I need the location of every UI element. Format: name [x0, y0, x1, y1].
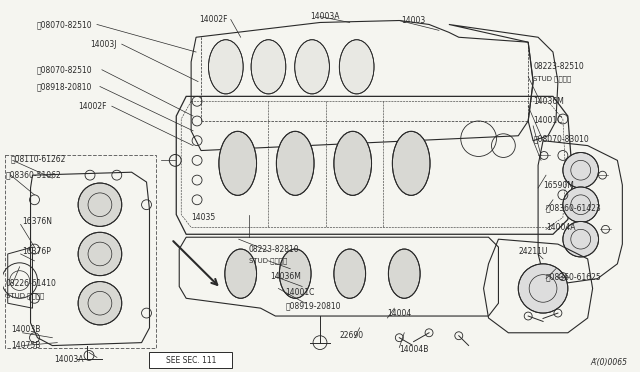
Text: 16590M: 16590M — [543, 180, 574, 189]
Ellipse shape — [279, 249, 311, 298]
Text: 14036M: 14036M — [271, 272, 301, 281]
Text: Ⓚ08360-61423: Ⓚ08360-61423 — [546, 203, 602, 212]
Text: Ⓚ08360-61625: Ⓚ08360-61625 — [546, 272, 602, 281]
Text: 14035: 14035 — [191, 213, 216, 222]
Text: Ⓚ08360-51062: Ⓚ08360-51062 — [6, 171, 61, 180]
Text: 24211U: 24211U — [518, 247, 548, 256]
Text: 08223-82810: 08223-82810 — [248, 244, 300, 254]
Circle shape — [78, 282, 122, 325]
Text: 14002F: 14002F — [199, 15, 228, 24]
Text: STUD スタッド: STUD スタッド — [6, 292, 44, 299]
Text: Ⓑ08110-61262: Ⓑ08110-61262 — [11, 154, 66, 163]
Text: Ⓑ08070-82510: Ⓑ08070-82510 — [36, 65, 92, 74]
Text: 14003A: 14003A — [54, 355, 84, 364]
Ellipse shape — [339, 40, 374, 94]
Circle shape — [563, 153, 598, 188]
FancyBboxPatch shape — [148, 353, 232, 368]
Circle shape — [78, 232, 122, 276]
Circle shape — [563, 221, 598, 257]
Ellipse shape — [251, 40, 286, 94]
Text: 16376P: 16376P — [22, 247, 51, 256]
Text: 14075B: 14075B — [11, 341, 40, 350]
Ellipse shape — [219, 131, 257, 195]
Text: STUD スタッド: STUD スタッド — [248, 257, 287, 264]
Text: Ⓑ08070-82510: Ⓑ08070-82510 — [36, 20, 92, 29]
Text: 14003: 14003 — [401, 16, 426, 25]
Circle shape — [563, 187, 598, 222]
Text: 14003A: 14003A — [310, 12, 340, 21]
Text: STUD スタッド: STUD スタッド — [533, 75, 572, 82]
Text: 14036M: 14036M — [533, 97, 564, 106]
Text: 08223-82510: 08223-82510 — [533, 62, 584, 71]
Text: 14003B: 14003B — [11, 326, 40, 334]
Text: SEE SEC. 111: SEE SEC. 111 — [166, 356, 216, 365]
Text: A’(0)0065: A’(0)0065 — [590, 358, 627, 367]
Text: Ⓠ08918-20810: Ⓠ08918-20810 — [36, 82, 92, 91]
Text: Ⓠ08919-20810: Ⓠ08919-20810 — [285, 302, 341, 311]
Text: 08226-61410: 08226-61410 — [6, 279, 56, 288]
Text: 14004B: 14004B — [399, 345, 429, 354]
Text: 16376N: 16376N — [22, 217, 52, 226]
Ellipse shape — [334, 249, 365, 298]
Text: 14003J: 14003J — [90, 40, 116, 49]
Ellipse shape — [295, 40, 330, 94]
Ellipse shape — [334, 131, 372, 195]
Ellipse shape — [388, 249, 420, 298]
Text: 14002F: 14002F — [78, 102, 107, 111]
Text: Ⓑ08070-83010: Ⓑ08070-83010 — [533, 134, 589, 143]
Ellipse shape — [392, 131, 430, 195]
Text: 14004A: 14004A — [546, 223, 575, 232]
Ellipse shape — [276, 131, 314, 195]
Circle shape — [518, 264, 568, 313]
Text: 14001C: 14001C — [533, 116, 563, 125]
Text: 14004: 14004 — [387, 308, 412, 318]
Text: 22690: 22690 — [340, 331, 364, 340]
Ellipse shape — [225, 249, 257, 298]
Text: 14001C: 14001C — [285, 288, 315, 297]
Ellipse shape — [209, 40, 243, 94]
Circle shape — [78, 183, 122, 227]
